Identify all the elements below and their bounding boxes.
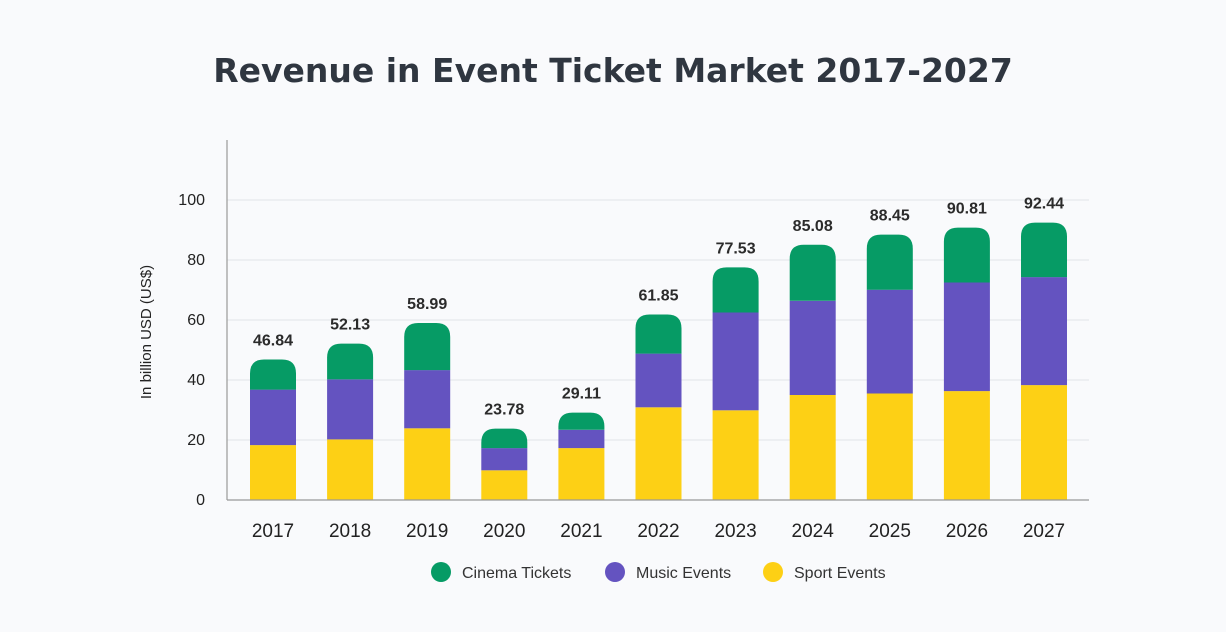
total-label-2027: 92.44 <box>1024 196 1064 213</box>
total-label-2023: 77.53 <box>716 240 756 257</box>
bar-sport-events-2020 <box>481 470 528 500</box>
bar-sport-events-2023 <box>712 410 759 500</box>
x-tick-labels: 2017 2018 2019 2020 2021 2022 2023 2024 2025 2026… <box>252 521 1065 542</box>
y-tick-60: 60 <box>187 312 205 329</box>
bar-music-events-2021 <box>558 429 605 449</box>
bar-cinema-tickets-2018 <box>327 343 374 380</box>
total-label-2024: 85.08 <box>793 218 833 235</box>
bars <box>250 222 1067 500</box>
bar-sport-events-2024 <box>789 395 836 500</box>
x-tick-2020: 2020 <box>483 521 525 542</box>
bar-cinema-tickets-2023 <box>712 267 759 313</box>
bar-music-events-2020 <box>481 448 528 471</box>
bar-sport-events-2026 <box>943 391 990 500</box>
bar-music-events-2025 <box>866 289 913 394</box>
legend-label-sport-events: Sport Events <box>794 565 886 582</box>
bar-cinema-tickets-2025 <box>866 234 913 290</box>
y-tick-labels: 0 20 40 60 80 100 <box>178 192 205 509</box>
bar-cinema-tickets-2024 <box>789 244 836 301</box>
bar-music-events-2018 <box>327 379 374 440</box>
x-tick-2027: 2027 <box>1023 521 1065 542</box>
total-label-2022: 61.85 <box>638 287 678 304</box>
bar-music-events-2017 <box>250 389 296 446</box>
legend: Cinema Tickets Music Events Sport Events <box>431 562 886 582</box>
bar-sport-events-2018 <box>327 439 374 500</box>
y-tick-40: 40 <box>187 372 205 389</box>
x-tick-2023: 2023 <box>714 521 756 542</box>
bar-music-events-2024 <box>789 300 836 395</box>
total-label-2017: 46.84 <box>253 332 293 349</box>
bar-music-events-2019 <box>404 370 451 429</box>
x-tick-2022: 2022 <box>637 521 679 542</box>
total-label-2020: 23.78 <box>484 402 524 419</box>
bar-music-events-2026 <box>943 282 990 392</box>
x-tick-2025: 2025 <box>869 521 911 542</box>
bar-sport-events-2021 <box>558 448 605 500</box>
chart-title: Revenue in Event Ticket Market 2017-2027 <box>213 51 1013 90</box>
bar-cinema-tickets-2017 <box>250 359 296 390</box>
total-label-2025: 88.45 <box>870 208 910 225</box>
legend-label-cinema-tickets: Cinema Tickets <box>462 565 571 582</box>
bar-cinema-tickets-2019 <box>404 323 451 371</box>
legend-label-music-events: Music Events <box>636 565 731 582</box>
legend-marker-music-events <box>605 562 625 582</box>
bar-cinema-tickets-2026 <box>943 227 990 283</box>
total-label-2019: 58.99 <box>407 296 447 313</box>
total-label-2021: 29.11 <box>562 386 601 403</box>
bar-sport-events-2025 <box>866 393 913 500</box>
bar-cinema-tickets-2020 <box>481 428 528 449</box>
bar-music-events-2023 <box>712 312 759 411</box>
bar-cinema-tickets-2021 <box>558 412 605 430</box>
legend-marker-cinema-tickets <box>431 562 451 582</box>
x-tick-2024: 2024 <box>792 521 835 542</box>
x-tick-2021: 2021 <box>560 521 602 542</box>
y-tick-0: 0 <box>196 492 205 509</box>
bar-music-events-2022 <box>635 353 682 408</box>
x-tick-2018: 2018 <box>329 521 371 542</box>
total-labels: 46.84 52.13 58.99 23.78 29.11 61.85 77.53 85.08… <box>253 196 1064 419</box>
y-tick-100: 100 <box>178 192 205 209</box>
total-label-2018: 52.13 <box>330 317 370 334</box>
legend-marker-sport-events <box>763 562 783 582</box>
bar-sport-events-2019 <box>404 428 451 500</box>
y-axis-label: In billion USD (US$) <box>138 265 155 399</box>
x-tick-2017: 2017 <box>252 521 294 542</box>
x-tick-2026: 2026 <box>946 521 988 542</box>
bar-cinema-tickets-2022 <box>635 314 682 354</box>
bar-cinema-tickets-2027 <box>1021 222 1067 278</box>
bar-sport-events-2027 <box>1021 385 1067 500</box>
y-tick-20: 20 <box>187 432 205 449</box>
y-tick-80: 80 <box>187 252 205 269</box>
x-tick-2019: 2019 <box>406 521 448 542</box>
bar-sport-events-2017 <box>250 445 296 500</box>
bar-sport-events-2022 <box>635 407 682 500</box>
bar-music-events-2027 <box>1021 277 1067 386</box>
total-label-2026: 90.81 <box>947 201 987 218</box>
